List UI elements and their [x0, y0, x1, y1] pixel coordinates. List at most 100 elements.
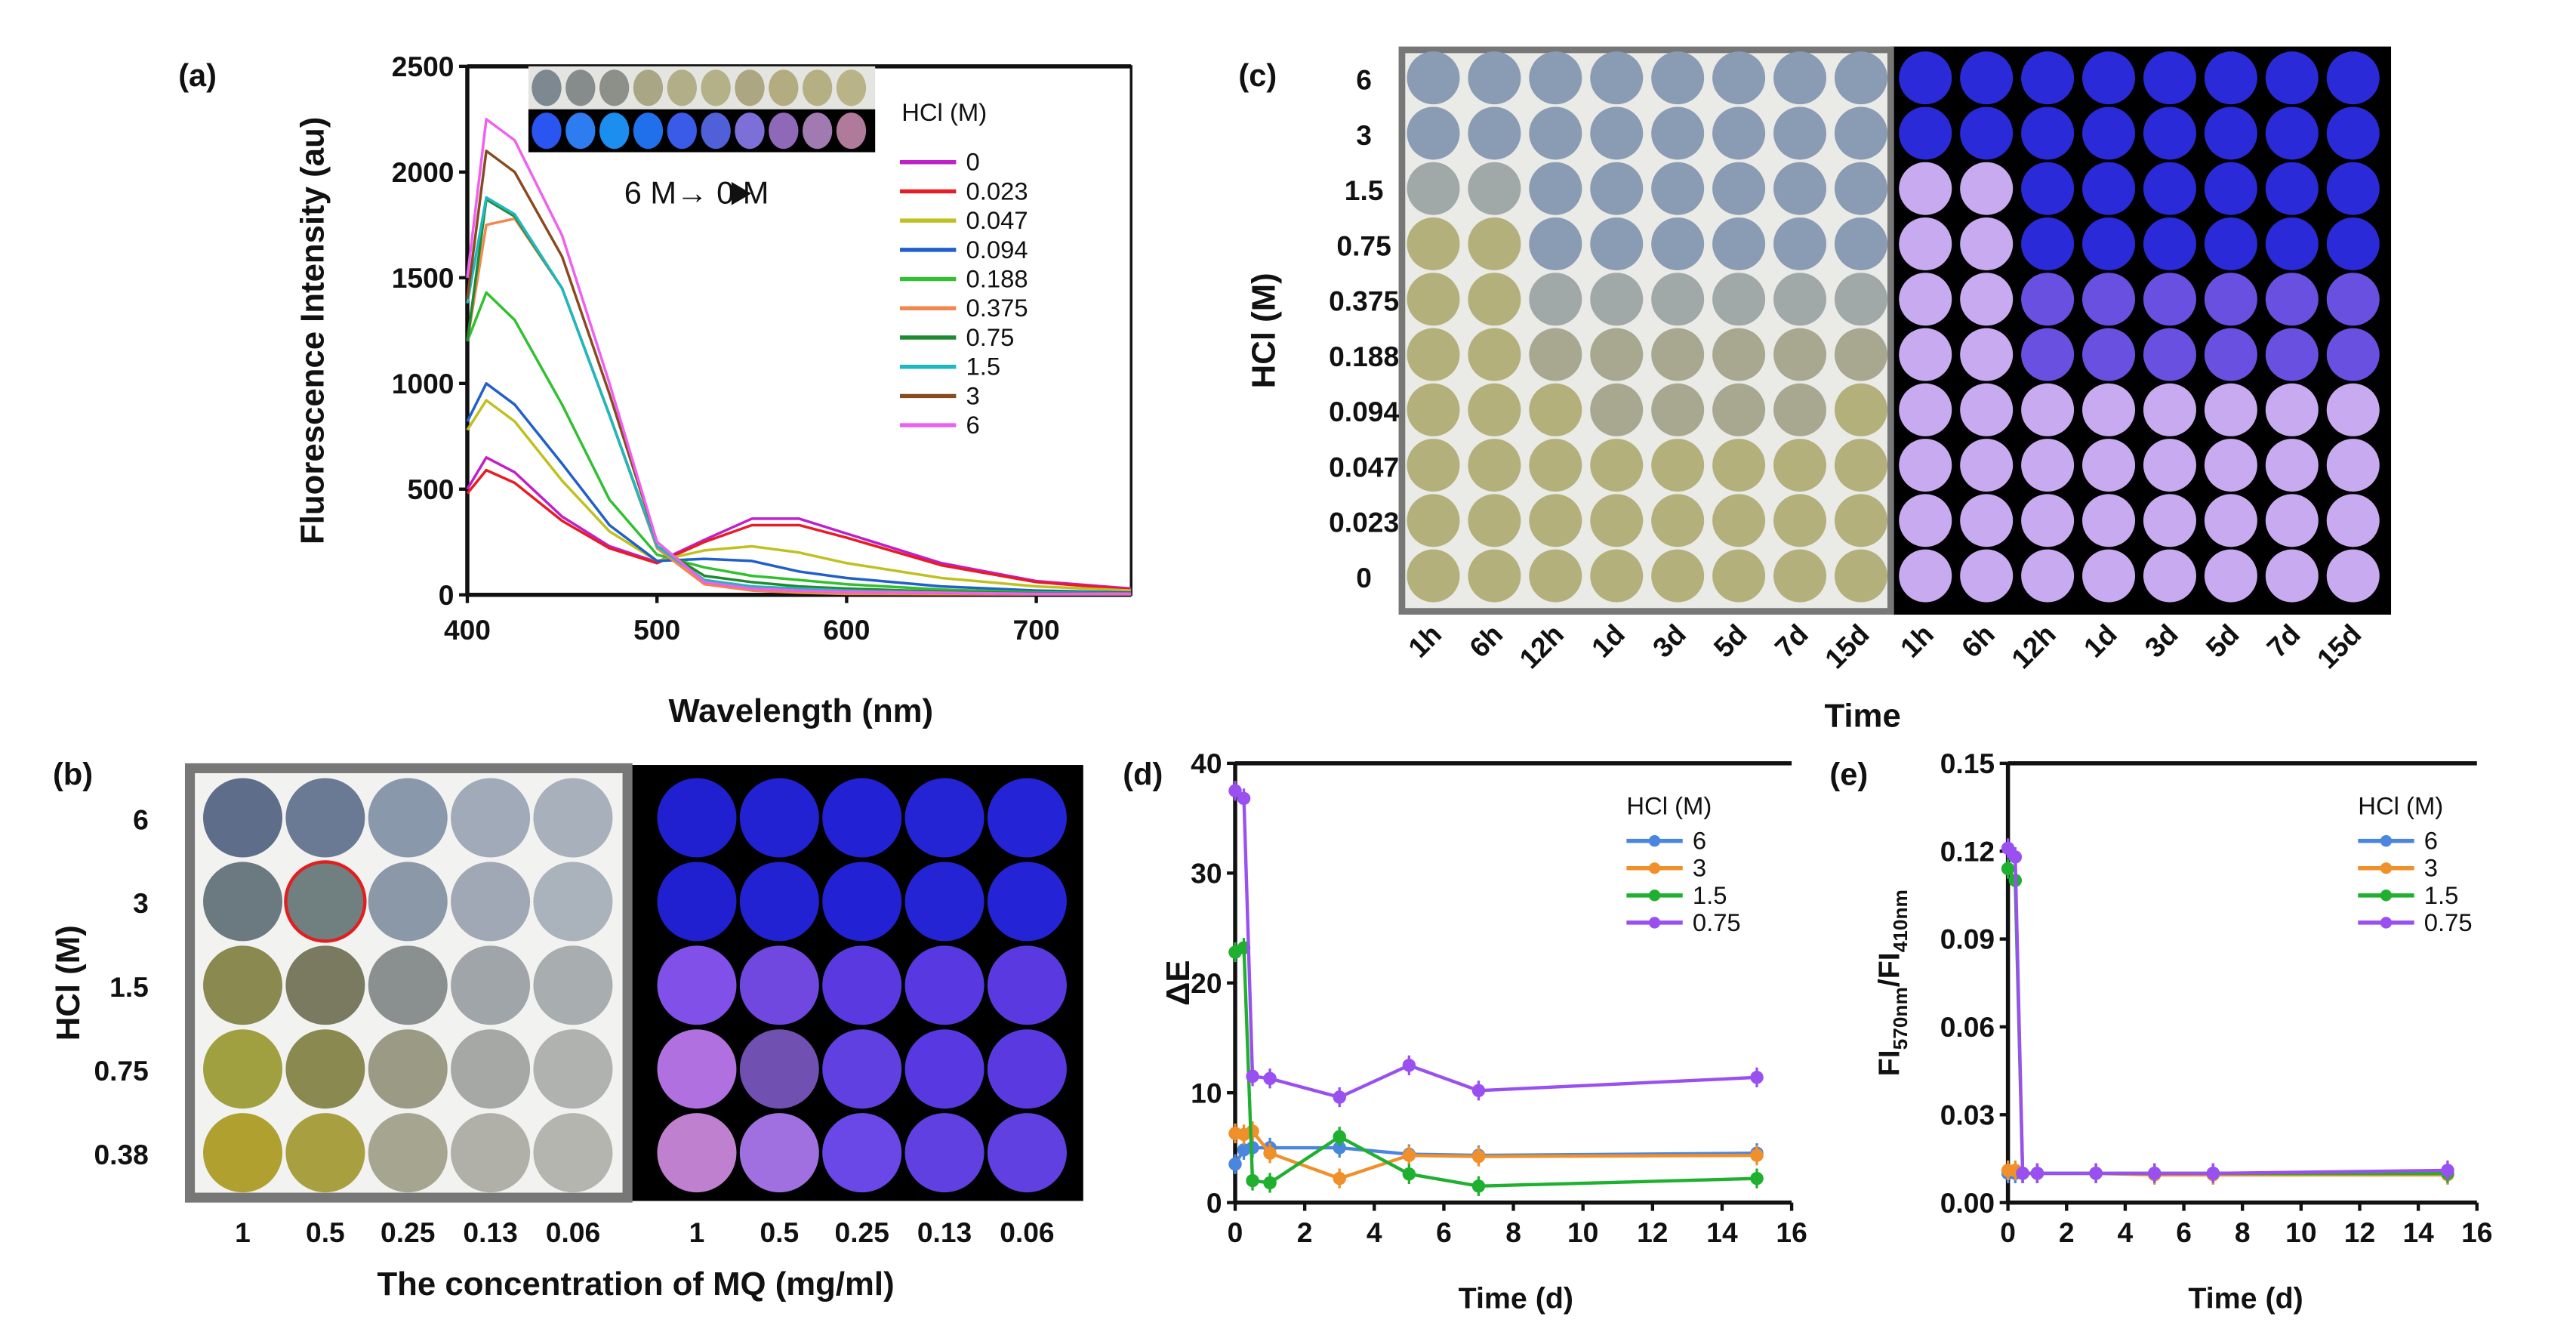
daylight-well	[1651, 106, 1705, 160]
series-line-1.5	[1234, 945, 1757, 1188]
legend-label-6: 6	[2424, 827, 2438, 855]
uv-well	[987, 1113, 1067, 1193]
uv-well	[1960, 162, 2014, 215]
chart-e-xlabel: Time (d)	[2188, 1282, 2303, 1315]
daylight-well	[451, 1113, 531, 1193]
uv-well	[2143, 549, 2196, 603]
daylight-well	[1712, 383, 1766, 436]
col-label: 1	[689, 1216, 705, 1248]
daylight-well	[285, 1113, 365, 1193]
uv-well	[2143, 106, 2196, 160]
series-line-0.094	[466, 382, 1132, 594]
uv-well	[1960, 383, 2014, 436]
daylight-well	[1773, 106, 1827, 160]
series-line-1.5	[466, 196, 1132, 596]
uv-well	[657, 1113, 737, 1193]
uv-well	[2326, 328, 2380, 381]
chart-a-ylabel: Fluorescence Intensity (au)	[294, 117, 331, 544]
daylight-well	[1529, 494, 1582, 547]
daylight-well	[1590, 51, 1644, 105]
uv-well	[2204, 549, 2257, 603]
uv-well	[1960, 328, 2014, 381]
uv-well	[2082, 217, 2136, 270]
daylight-well	[533, 1029, 613, 1109]
row-label: 3	[1356, 119, 1372, 151]
legend-label-3: 3	[1693, 854, 1706, 882]
daylight-well	[1712, 51, 1766, 105]
legend-marker	[2380, 862, 2393, 874]
series-line-0.047	[466, 399, 1132, 592]
legend-label-0.188: 0.188	[966, 265, 1028, 293]
daylight-well	[1773, 51, 1827, 105]
panel-b-photo-grid: 6 3 1.5 0.75 0.38 1 1 0.5 0.5 0.25 0.25 0.13 0.13 0.0…	[94, 763, 1083, 1248]
uv-well	[657, 1029, 737, 1109]
col-label: 12h	[2005, 618, 2062, 674]
uv-well	[2021, 106, 2075, 160]
legend-label-0: 0	[966, 148, 980, 176]
daylight-well	[368, 1029, 448, 1109]
uv-well	[1899, 383, 1952, 436]
uv-well	[657, 945, 737, 1025]
uv-well	[1960, 439, 2014, 492]
daylight-well	[1468, 106, 1521, 160]
daylight-well	[1529, 51, 1582, 105]
daylight-well	[1651, 51, 1705, 105]
daylight-well	[203, 862, 283, 942]
x-tick-label: 6	[1436, 1216, 1452, 1248]
daylight-well	[1712, 273, 1766, 326]
legend-marker	[2380, 889, 2393, 902]
uv-well	[2204, 51, 2257, 105]
uv-well	[2265, 328, 2319, 381]
daylight-well	[1773, 273, 1827, 326]
daylight-well	[451, 862, 531, 942]
legend-label-0.75: 0.75	[966, 323, 1015, 351]
daylight-well	[1529, 162, 1582, 215]
daylight-well	[1773, 549, 1827, 603]
legend-label-6: 6	[1693, 827, 1706, 855]
x-tick-label: 400	[444, 614, 491, 646]
daylight-well	[1590, 217, 1644, 270]
uv-well	[739, 1113, 819, 1193]
y-tick-label: 0.00	[1940, 1187, 1995, 1219]
uv-well	[2082, 383, 2136, 436]
uv-well	[1899, 328, 1952, 381]
daylight-well	[1590, 273, 1644, 326]
inset-uv-spot	[565, 113, 596, 150]
uv-well	[822, 862, 902, 942]
col-label: 7d	[1768, 618, 1813, 663]
daylight-well	[1407, 273, 1460, 326]
daylight-well	[1834, 494, 1887, 547]
col-label: 1d	[1585, 618, 1631, 663]
uv-well	[987, 1029, 1067, 1109]
daylight-well	[1773, 439, 1827, 492]
daylight-well	[1712, 439, 1766, 492]
daylight-well	[451, 778, 531, 858]
daylight-well	[285, 1029, 365, 1109]
series-line-6	[466, 118, 1132, 596]
y-tick-label: 2500	[392, 51, 454, 82]
uv-well	[1960, 106, 2014, 160]
panel-label-c: (c)	[1238, 57, 1277, 93]
daylight-well	[1651, 383, 1705, 436]
uv-well	[2204, 217, 2257, 270]
inset-daylight-spot	[802, 69, 833, 106]
uv-well	[1899, 494, 1952, 547]
x-tick-label: 700	[1013, 614, 1060, 646]
daylight-well	[533, 778, 613, 858]
daylight-well	[533, 862, 613, 942]
y-tick-label: 0.03	[1940, 1099, 1995, 1130]
y-tick-label: 1000	[392, 368, 454, 399]
uv-well	[2021, 217, 2075, 270]
uv-well	[2326, 383, 2380, 436]
uv-well	[2204, 439, 2257, 492]
panel-b-ylabel: HCl (M)	[50, 925, 87, 1041]
uv-well	[1899, 217, 1952, 270]
col-label: 1h	[1894, 618, 1940, 663]
col-label: 0.13	[917, 1216, 972, 1248]
row-label: 0.375	[1329, 285, 1399, 317]
daylight-well	[368, 1113, 448, 1193]
daylight-well	[1773, 217, 1827, 270]
uv-well	[2143, 273, 2196, 326]
plot-area	[1235, 763, 1792, 1203]
series-line-0.75	[466, 198, 1132, 596]
